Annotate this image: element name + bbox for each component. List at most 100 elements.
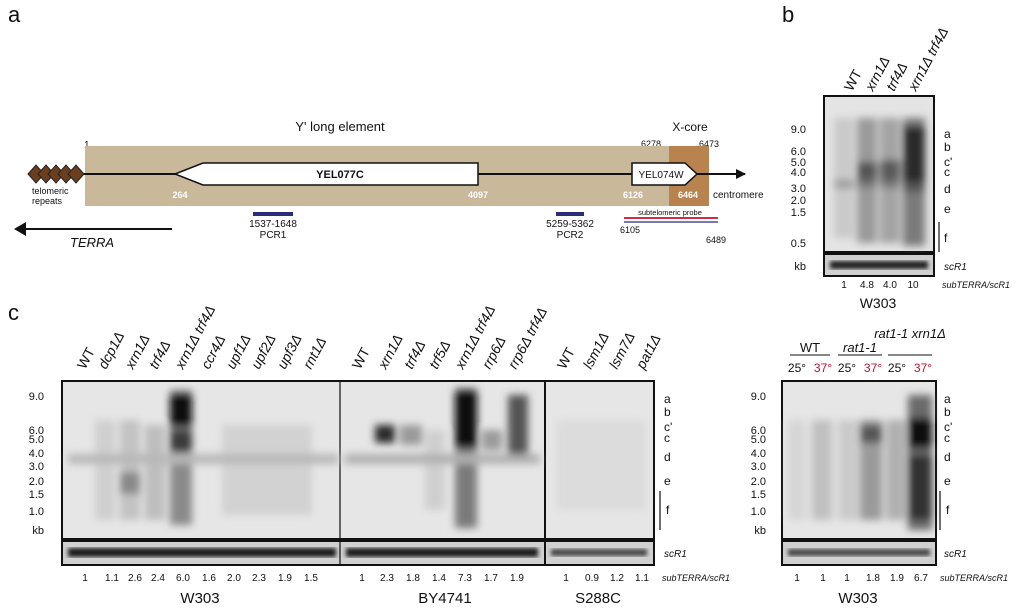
- pos-6464: 6464: [678, 190, 698, 200]
- band-label: a: [664, 392, 671, 406]
- ratio-value: 1.5: [304, 573, 318, 584]
- panel-c-ratios-by: 1 2.3 1.8 1.4 7.3 1.7 1.9: [359, 573, 524, 584]
- panel-b-ratios: 1 4.8 4.0 10: [841, 280, 919, 291]
- ts-group-label: rat1-1: [843, 340, 877, 355]
- marker-label: 4.0: [751, 448, 766, 460]
- blot-b-scr1-band: [830, 261, 928, 269]
- strain-label: BY4741: [418, 590, 471, 607]
- ratio-label: subTERRA/scR1: [942, 280, 1010, 290]
- terra-arrow-icon: [14, 222, 26, 236]
- band-label: a: [944, 392, 951, 406]
- lane-label: WT: [74, 344, 99, 371]
- marker-label: 9.0: [791, 124, 806, 136]
- marker-label: 6.0: [29, 425, 44, 437]
- marker-label: 1.5: [791, 207, 806, 219]
- ratio-value: 7.3: [458, 573, 472, 584]
- blot-c-scr1-band: [68, 548, 336, 557]
- marker-label: 9.0: [29, 391, 44, 403]
- marker-label: 3.0: [29, 461, 44, 473]
- probe-label: subtelomeric probe: [638, 208, 702, 217]
- panel-c-lane-labels-w303: WT dcp1Δ xrn1Δ trf4Δ xrn1Δ trf4Δ ccr4Δ u…: [74, 302, 330, 372]
- marker-label: 5.0: [29, 434, 44, 446]
- marker-label: 0.5: [791, 238, 806, 250]
- pcr2-bar: [556, 212, 584, 216]
- coord-1: 1: [84, 140, 90, 151]
- band-label: f: [946, 503, 950, 517]
- xcore-left-coord: 6278: [641, 139, 661, 149]
- ratio-label: subTERRA/scR1: [940, 573, 1008, 583]
- band-label: d: [664, 450, 671, 464]
- marker-label: 2.0: [29, 476, 44, 488]
- lane-label: rrp6Δ: [479, 334, 509, 372]
- ts-markers: 9.0 6.0 5.0 4.0 3.0 2.0 1.5 1.0 kb: [751, 391, 766, 537]
- pos-6126: 6126: [623, 190, 643, 200]
- ratio-value: 1: [820, 573, 826, 584]
- lane-label: WT: [841, 66, 866, 93]
- pcr1-label: PCR1: [260, 230, 287, 241]
- ratio-value: 1.1: [635, 573, 649, 584]
- blot-ts-scr1-band: [788, 549, 930, 556]
- lane-label: rrp6Δ trf4Δ: [505, 304, 551, 371]
- lane-label: trf4Δ: [401, 338, 429, 372]
- band-label: c': [944, 420, 952, 434]
- gene-yel077c-arrow: [172, 162, 479, 186]
- telo-label-line1: telomeric: [32, 186, 69, 196]
- marker-label: 2.0: [791, 195, 806, 207]
- marker-label: 1.5: [29, 489, 44, 501]
- marker-label: 6.0: [791, 146, 806, 158]
- marker-label: 1.5: [751, 489, 766, 501]
- gene-yel074w-arrow: [631, 162, 699, 186]
- temp-37: 37°: [864, 361, 882, 375]
- ratio-value: 10: [907, 280, 919, 291]
- ratio-value: 4.0: [883, 280, 897, 291]
- marker-label: 9.0: [751, 391, 766, 403]
- panel-c-lane-labels-by: WT xrn1Δ trf4Δ trf5Δ xrn1Δ trf4Δ rrp6Δ r…: [349, 302, 551, 372]
- kb-label: kb: [754, 525, 766, 537]
- ratio-value: 0.9: [585, 573, 599, 584]
- terra-label: TERRA: [70, 235, 114, 250]
- band-label: e: [944, 474, 951, 488]
- strain-label: W303: [860, 295, 897, 311]
- panel-b-letter: b: [782, 2, 794, 27]
- lane-label: upf2Δ: [248, 332, 279, 372]
- band-label: b: [944, 405, 951, 419]
- blot-c-scr1-band: [551, 549, 647, 556]
- pcr1-bar: [253, 212, 293, 216]
- band-label: c: [664, 431, 670, 445]
- probe-right-coord: 6489: [706, 235, 726, 245]
- panel-c-lane-labels-s288c: WT lsm1Δ lsm7Δ pat1Δ: [554, 330, 664, 373]
- marker-label: 5.0: [791, 157, 806, 169]
- kb-label: kb: [32, 525, 44, 537]
- lane-label: upf3Δ: [274, 332, 305, 372]
- ratio-value: 1: [844, 573, 850, 584]
- lane-label: xrn1Δ: [374, 332, 406, 373]
- panel-c-ts: WT rat1-1 rat1-1 xrn1Δ 25° 37° 25° 37° 2…: [751, 326, 1008, 607]
- lane-label: trf5Δ: [426, 338, 454, 372]
- lane-label: WT: [554, 344, 579, 371]
- pos-264: 264: [172, 190, 187, 200]
- panel-c-letter: c: [8, 300, 19, 325]
- ratio-value: 2.4: [151, 573, 165, 584]
- ratio-value: 1: [841, 280, 847, 291]
- blot-b-signal: [834, 118, 925, 246]
- marker-label: 3.0: [751, 461, 766, 473]
- blot-c-scr1-band: [346, 548, 538, 557]
- temp-25: 25°: [788, 361, 806, 375]
- ratio-value: 1.2: [610, 573, 624, 584]
- panel-c-ratios-w303: 1 1.1 2.6 2.4 6.0 1.6 2.0 2.3 1.9 1.5: [82, 573, 318, 584]
- element-title: Y' long element: [295, 119, 385, 134]
- ratio-value: 1.1: [105, 573, 119, 584]
- band-label: b: [664, 405, 671, 419]
- band-label: e: [944, 202, 951, 216]
- ratio-value: 1: [82, 573, 88, 584]
- pcr2-range: 5259-5362: [546, 219, 594, 230]
- ts-bands: a b c' c d e f: [939, 392, 952, 530]
- ratio-value: 1.8: [866, 573, 880, 584]
- band-label: d: [944, 182, 951, 196]
- kb-label: kb: [794, 261, 806, 273]
- gene-yel077c-label: YEL077C: [316, 169, 364, 181]
- ratio-value: 2.0: [227, 573, 241, 584]
- marker-label: 3.0: [791, 183, 806, 195]
- ratio-value: 1.6: [202, 573, 216, 584]
